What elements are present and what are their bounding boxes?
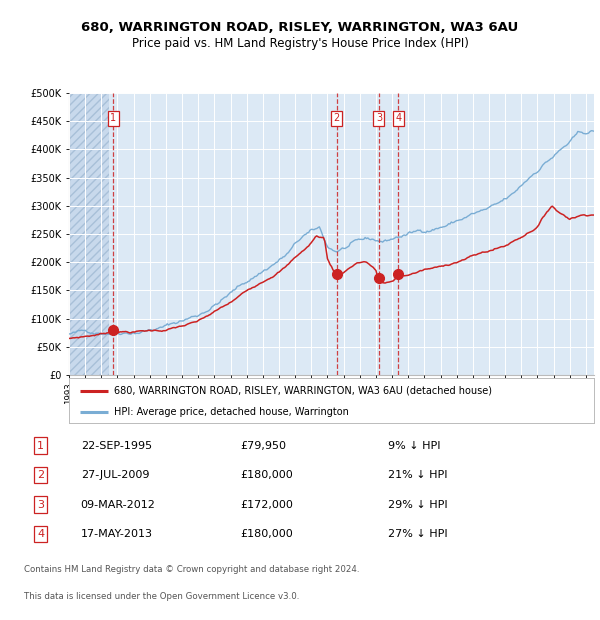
- Text: This data is licensed under the Open Government Licence v3.0.: This data is licensed under the Open Gov…: [24, 592, 299, 601]
- Text: 21% ↓ HPI: 21% ↓ HPI: [389, 470, 448, 480]
- Text: HPI: Average price, detached house, Warrington: HPI: Average price, detached house, Warr…: [113, 407, 349, 417]
- Text: 680, WARRINGTON ROAD, RISLEY, WARRINGTON, WA3 6AU: 680, WARRINGTON ROAD, RISLEY, WARRINGTON…: [82, 21, 518, 34]
- Text: 3: 3: [37, 500, 44, 510]
- Bar: [69, 93, 109, 375]
- Text: 9% ↓ HPI: 9% ↓ HPI: [389, 441, 441, 451]
- Text: 680, WARRINGTON ROAD, RISLEY, WARRINGTON, WA3 6AU (detached house): 680, WARRINGTON ROAD, RISLEY, WARRINGTON…: [113, 386, 491, 396]
- Text: 29% ↓ HPI: 29% ↓ HPI: [389, 500, 448, 510]
- Text: 2: 2: [334, 113, 340, 123]
- Text: 3: 3: [376, 113, 382, 123]
- Text: Contains HM Land Registry data © Crown copyright and database right 2024.: Contains HM Land Registry data © Crown c…: [24, 565, 359, 574]
- Text: £172,000: £172,000: [240, 500, 293, 510]
- Text: 4: 4: [37, 529, 44, 539]
- Text: 1: 1: [110, 113, 116, 123]
- Text: £180,000: £180,000: [240, 529, 293, 539]
- Text: 4: 4: [395, 113, 401, 123]
- Text: Price paid vs. HM Land Registry's House Price Index (HPI): Price paid vs. HM Land Registry's House …: [131, 37, 469, 50]
- Text: 22-SEP-1995: 22-SEP-1995: [80, 441, 152, 451]
- Text: 09-MAR-2012: 09-MAR-2012: [80, 500, 155, 510]
- Text: 1: 1: [37, 441, 44, 451]
- Text: £79,950: £79,950: [240, 441, 286, 451]
- Text: £180,000: £180,000: [240, 470, 293, 480]
- Text: 27% ↓ HPI: 27% ↓ HPI: [389, 529, 448, 539]
- Text: 27-JUL-2009: 27-JUL-2009: [80, 470, 149, 480]
- Text: 17-MAY-2013: 17-MAY-2013: [80, 529, 152, 539]
- Text: 2: 2: [37, 470, 44, 480]
